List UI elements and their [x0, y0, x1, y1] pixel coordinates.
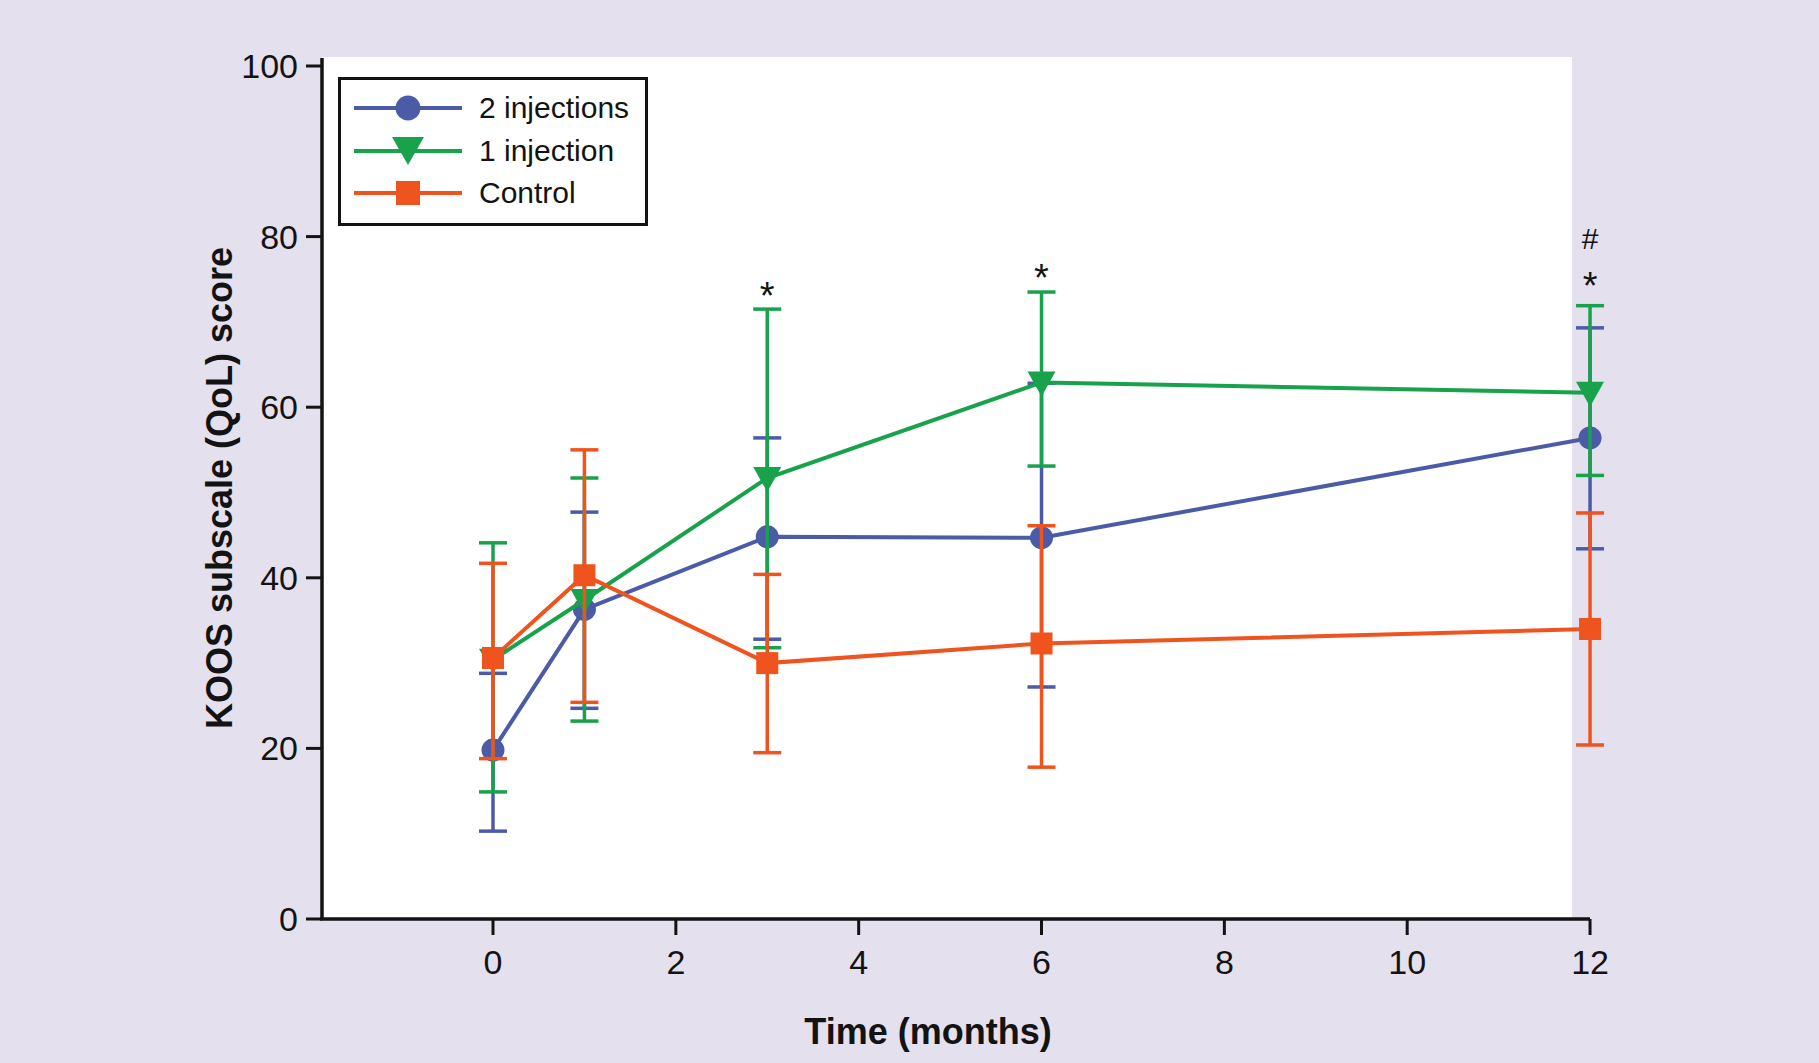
legend-item-2-injections: 2 injections: [341, 89, 645, 127]
triangle-down-marker-icon: [392, 137, 424, 165]
x-tick-label: 12: [1571, 943, 1609, 981]
legend-label: Control: [479, 176, 576, 210]
y-tick-label: 60: [260, 388, 298, 426]
y-axis-title: KOOS subscale (QoL) score: [199, 247, 240, 729]
legend-item-control: Control: [341, 174, 645, 212]
circle-marker-icon: [396, 96, 421, 121]
y-tick-label: 80: [260, 218, 298, 256]
data-point-square-control: [756, 652, 778, 674]
y-tick-label: 0: [279, 900, 298, 938]
data-point-square-control: [482, 647, 504, 669]
x-tick-label: 2: [666, 943, 685, 981]
legend: 2 injections 1 injection Control: [338, 77, 648, 226]
x-tick-label: 10: [1388, 943, 1426, 981]
y-tick-label: 40: [260, 559, 298, 597]
annotation-asterisk: *: [760, 275, 775, 317]
annotation-hash: #: [1582, 222, 1599, 255]
legend-swatch: [354, 176, 462, 210]
legend-swatch: [354, 91, 462, 125]
square-marker-icon: [396, 181, 420, 205]
x-axis-title: Time (months): [804, 1011, 1051, 1052]
figure: Time (months) KOOS subscale (QoL) score …: [0, 0, 1819, 1063]
y-tick-label: 100: [241, 47, 298, 85]
x-tick-label: 6: [1032, 943, 1051, 981]
chart-canvas: Time (months) KOOS subscale (QoL) score …: [0, 0, 1819, 1063]
data-point-square-control: [573, 564, 595, 586]
legend-item-1-injection: 1 injection: [341, 132, 645, 170]
annotation-asterisk: *: [1034, 257, 1049, 299]
data-point-square-control: [1579, 618, 1601, 640]
annotation-asterisk: *: [1583, 265, 1598, 307]
y-tick-label: 20: [260, 729, 298, 767]
x-tick-label: 0: [484, 943, 503, 981]
data-point-square-control: [1031, 632, 1053, 654]
x-tick-label: 8: [1215, 943, 1234, 981]
legend-swatch: [354, 134, 462, 168]
x-tick-label: 4: [849, 943, 868, 981]
legend-label: 1 injection: [479, 134, 614, 168]
legend-label: 2 injections: [479, 91, 629, 125]
